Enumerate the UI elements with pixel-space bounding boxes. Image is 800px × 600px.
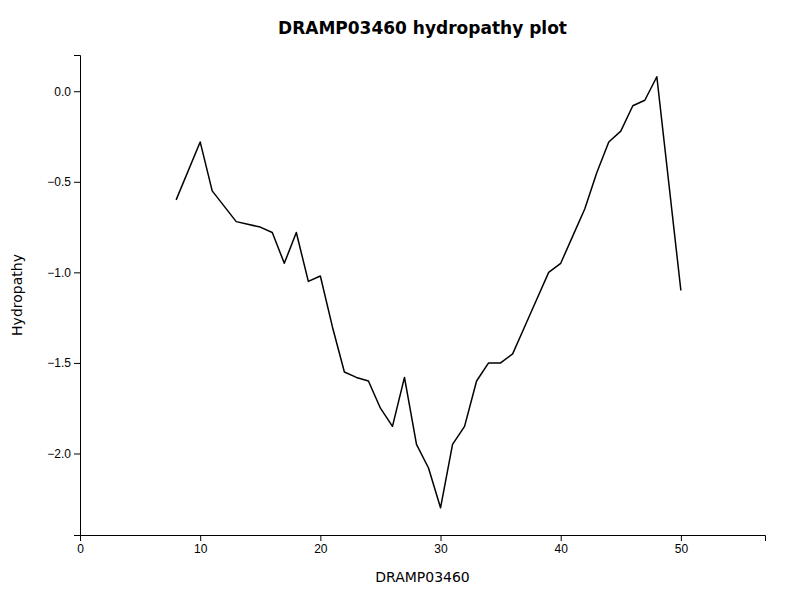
x-tick: 10 [194,535,208,556]
y-tick-label: 0.0 [54,85,71,99]
x-tick-label: 10 [194,542,208,556]
x-axis-title: DRAMP03460 [375,569,470,585]
x-tick-label: 0 [77,542,84,556]
x-axis-line [81,536,766,542]
y-tick-mark [74,272,80,273]
title: DRAMP03460 hydropathy plot [278,18,567,38]
x-tick-mark [561,535,562,541]
y-tick-mark [74,363,80,364]
x-axis: 0 10 20 30 40 50 [77,535,765,556]
y-tick: −2.0 [47,447,80,461]
x-tick: 30 [434,535,448,556]
y-tick: −1.5 [47,356,80,370]
y-axis-title: Hydropathy [9,254,25,336]
y-tick-label: −1.5 [47,356,71,370]
x-tick-mark [200,535,201,541]
x-tick-mark [320,535,321,541]
y-tick: −1.0 [47,266,80,280]
y-axis-line [74,56,81,536]
y-axis: 0.0 −0.5 −1.0 −1.5 −2.0 [47,56,80,536]
x-tick-label: 20 [314,542,328,556]
x-tick-mark [681,535,682,541]
data-line [176,77,681,508]
y-tick-mark [74,453,80,454]
x-tick-label: 40 [555,542,569,556]
y-tick-label: −2.0 [47,447,71,461]
chart: 0 10 20 30 40 50 0.0 −0.5 −1.0 −1.5 −2.0 DRAMP03460… [0,0,800,600]
y-tick-label: −1.0 [47,266,71,280]
y-tick: 0.0 [54,85,80,99]
marks [176,77,681,508]
x-tick-label: 30 [434,542,448,556]
x-tick: 0 [77,535,84,556]
y-tick-mark [74,91,80,92]
x-tick: 20 [314,535,328,556]
plot-area: 0 10 20 30 40 50 0.0 −0.5 −1.0 −1.5 −2.0 [47,56,765,556]
y-tick-label: −0.5 [47,175,71,189]
y-tick: −0.5 [47,175,80,189]
x-tick-mark [441,535,442,541]
x-tick: 50 [675,535,689,556]
x-tick-label: 50 [675,542,689,556]
y-tick-mark [74,182,80,183]
x-tick: 40 [555,535,569,556]
